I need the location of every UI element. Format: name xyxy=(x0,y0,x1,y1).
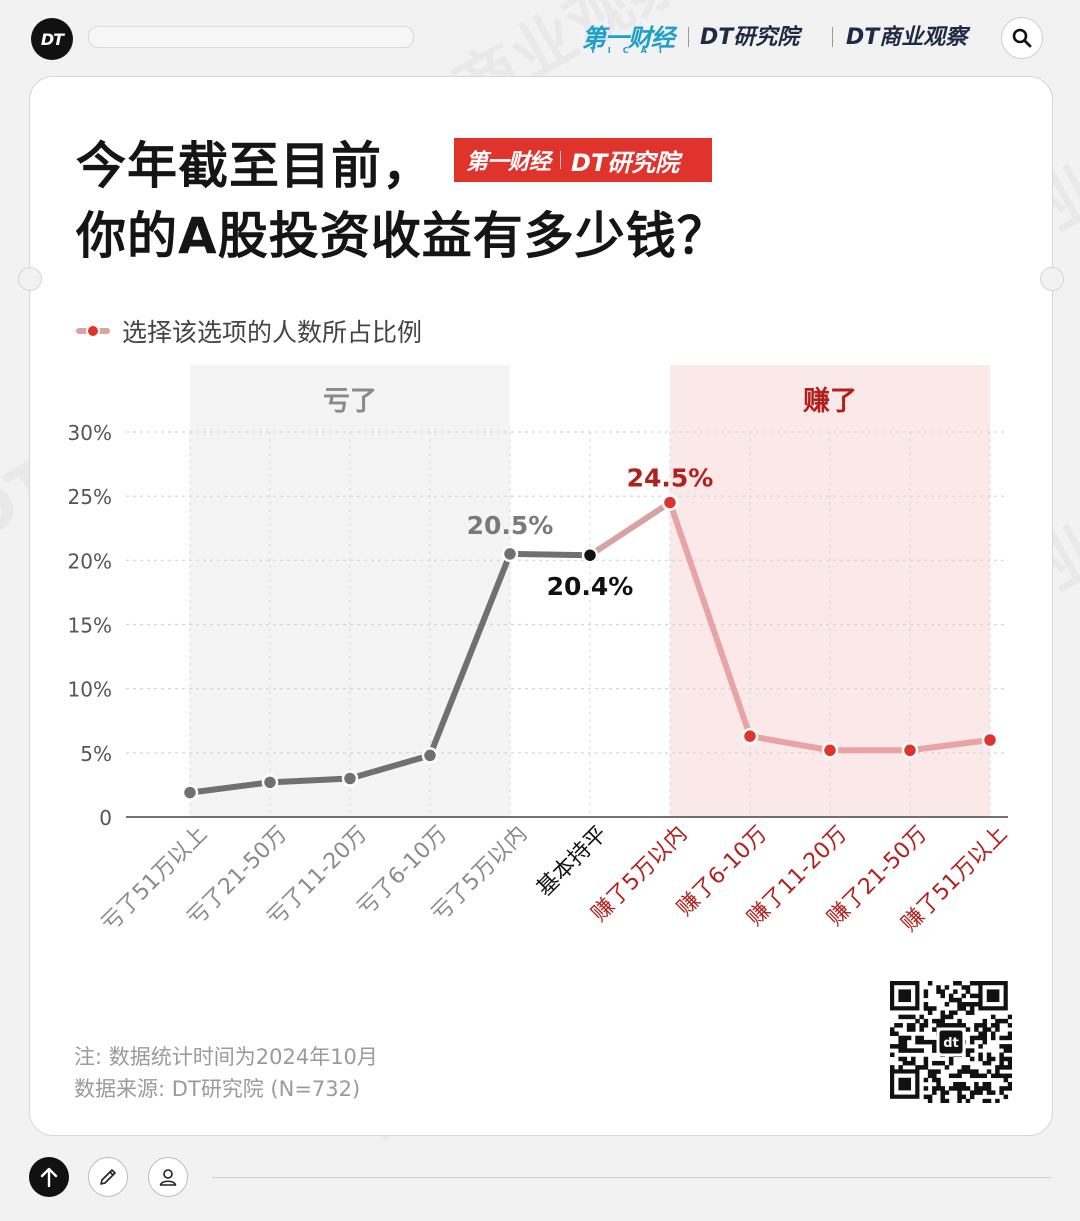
svg-text:dt: dt xyxy=(943,1036,959,1051)
divider xyxy=(212,1177,1051,1178)
y-tick-label: 20% xyxy=(68,549,112,573)
data-point xyxy=(901,742,919,759)
series-line-segment xyxy=(347,752,433,782)
series-line-segment xyxy=(587,499,673,559)
dt-logo-icon[interactable]: DT xyxy=(31,18,73,60)
brand-yicai-logo: 第一财经 YICAI xyxy=(582,24,675,55)
infographic-card: 今年截至目前， 你的A股投资收益有多少钱？ 第一财经 DT研究院 选择该选项的人… xyxy=(18,76,1064,1136)
data-label: 20.4% xyxy=(547,572,634,601)
search-input[interactable] xyxy=(88,26,414,48)
divider xyxy=(688,27,689,47)
y-tick-label: 0 xyxy=(99,806,112,830)
data-point xyxy=(821,742,839,759)
data-point xyxy=(581,546,599,564)
qr-code[interactable]: dt xyxy=(890,981,1012,1103)
brand-dt-research-logo: DT研究院 xyxy=(700,25,800,50)
data-point xyxy=(501,545,519,563)
y-tick-label: 5% xyxy=(80,742,112,766)
search-button[interactable] xyxy=(1001,17,1043,59)
edit-button[interactable] xyxy=(88,1157,128,1197)
divider xyxy=(832,27,833,47)
card-notch xyxy=(18,267,42,291)
data-point xyxy=(981,731,999,749)
data-point xyxy=(261,774,279,791)
series-line-segment xyxy=(267,775,353,786)
y-tick-label: 30% xyxy=(68,421,112,445)
data-point xyxy=(181,784,199,801)
data-point xyxy=(741,727,759,745)
brand-dt-business-logo: DT商业观察 xyxy=(846,25,968,50)
loss-region-label: 亏了 xyxy=(323,386,377,417)
legend-swatch xyxy=(76,324,110,338)
x-tick-label: 基本持平 xyxy=(532,822,612,902)
chart-source: 数据来源: DT研究院 (N=732) xyxy=(74,1077,361,1101)
user-icon xyxy=(159,1169,177,1186)
legend-label: 选择该选项的人数所占比例 xyxy=(122,318,423,347)
data-label: 20.5% xyxy=(467,511,554,540)
data-point xyxy=(421,747,439,764)
series-line-segment xyxy=(747,733,833,754)
series-line-segment xyxy=(667,499,753,740)
gain-region-label: 赚了 xyxy=(803,386,857,417)
arrow-up-icon xyxy=(40,1167,58,1188)
search-icon xyxy=(1012,28,1032,48)
series-line-segment xyxy=(507,550,593,559)
top-bar: DT 第一财经 YICAI DT研究院 DT商业观察 xyxy=(0,0,1080,76)
title-brand-badge: 第一财经 DT研究院 xyxy=(454,138,712,182)
data-label: 24.5% xyxy=(627,464,714,493)
profile-button[interactable] xyxy=(148,1157,188,1197)
data-point xyxy=(341,770,359,787)
card-notch xyxy=(1040,267,1064,291)
series-line-segment xyxy=(427,550,513,759)
y-tick-label: 10% xyxy=(68,678,112,702)
pencil-icon xyxy=(100,1169,116,1185)
series-line-segment xyxy=(907,737,993,754)
chart-note: 注: 数据统计时间为2024年10月 xyxy=(74,1045,378,1069)
scroll-top-button[interactable] xyxy=(29,1157,69,1197)
y-tick-label: 15% xyxy=(68,614,112,638)
chart-legend: 选择该选项的人数所占比例 xyxy=(76,313,422,349)
line-chart: 亏了 赚了30%25%20%15%10%5%020.5%20.4%24.5%亏了5… xyxy=(68,365,1012,937)
data-point xyxy=(661,494,679,511)
y-tick-label: 25% xyxy=(68,485,112,509)
page-title: 今年截至目前， 你的A股投资收益有多少钱？ xyxy=(76,137,728,265)
series-line-segment xyxy=(187,779,273,796)
